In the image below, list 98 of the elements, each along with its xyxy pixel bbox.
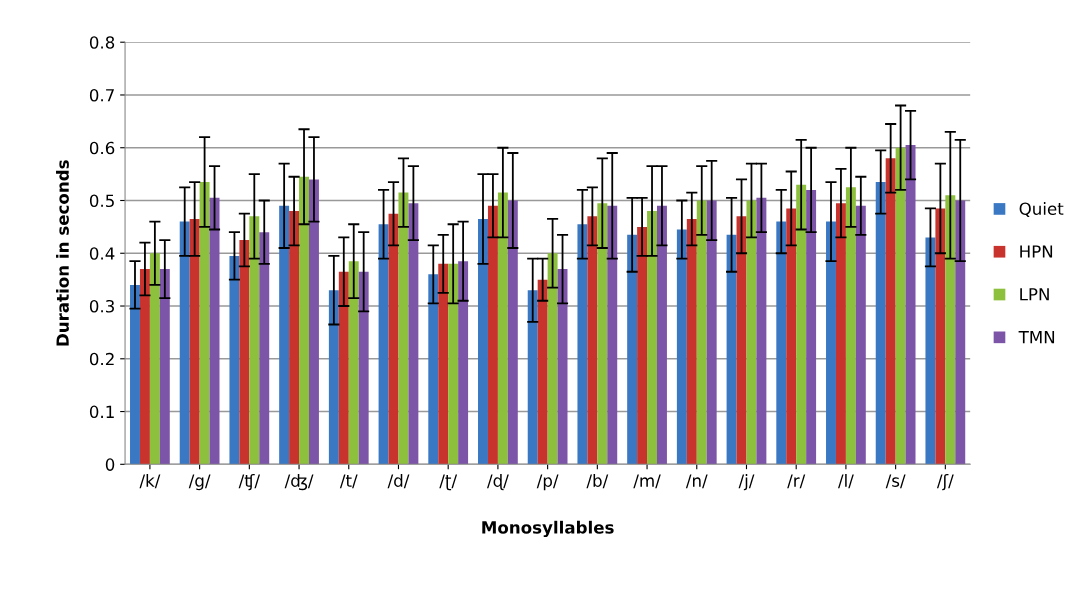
- x-tick-label: /n/: [685, 474, 708, 489]
- x-tick-label: /s/: [885, 474, 906, 489]
- bar: [249, 216, 260, 465]
- x-tick-label: /t/: [339, 474, 358, 489]
- bar: [448, 263, 459, 465]
- x-tick-label: /ʃ/: [936, 474, 954, 491]
- bar: [686, 218, 697, 465]
- bar: [657, 205, 667, 465]
- bar: [338, 271, 349, 465]
- bar: [209, 197, 220, 465]
- bar: [358, 271, 369, 465]
- bar: [289, 211, 300, 465]
- bar: [438, 263, 449, 465]
- legend-label: LPN: [1020, 288, 1049, 301]
- bar: [607, 205, 618, 465]
- bar: [945, 195, 956, 465]
- bar: [478, 218, 488, 465]
- bar: [845, 187, 856, 465]
- y-tick-label: 0.1: [89, 405, 114, 419]
- bar: [537, 279, 548, 465]
- bar: [149, 253, 160, 465]
- bar: [378, 224, 389, 465]
- x-tick-label: /r/: [787, 474, 806, 489]
- x-tick-label: /d/: [387, 474, 410, 489]
- bar: [786, 208, 797, 465]
- y-tick-label: 0.6: [89, 141, 115, 155]
- bar: [239, 240, 250, 465]
- bar: [796, 184, 807, 465]
- bar: [587, 216, 598, 465]
- x-tick-label: /ʤ/: [284, 474, 314, 491]
- bar: [706, 200, 717, 465]
- bar: [806, 189, 817, 465]
- bar: [835, 203, 846, 465]
- legend-label: Quiet: [1019, 202, 1064, 217]
- bar: [279, 205, 290, 465]
- bar: [348, 261, 359, 465]
- bar: [756, 197, 767, 465]
- y-axis-title: Duration in seconds: [56, 160, 69, 346]
- bar: [458, 261, 469, 465]
- bar: [577, 224, 588, 465]
- bar: [925, 237, 936, 465]
- bar: [527, 290, 538, 465]
- y-tick-label: 0.2: [89, 352, 114, 366]
- bar: [557, 269, 568, 465]
- bar: [497, 192, 508, 465]
- bar: [895, 147, 906, 465]
- bar: [696, 200, 707, 465]
- x-tick-label: /m/: [633, 474, 661, 489]
- y-tick-label: 0.8: [89, 36, 115, 49]
- bar: [428, 274, 439, 465]
- bar: [159, 269, 170, 465]
- bar: [179, 221, 190, 465]
- x-tick-label: /ʈ/: [439, 474, 458, 491]
- y-tick-label: 0.4: [89, 247, 115, 260]
- x-tick-label: /b/: [586, 474, 609, 489]
- bar: [955, 200, 966, 465]
- bar: [885, 158, 896, 465]
- bar: [627, 234, 638, 465]
- bar: [637, 226, 648, 465]
- bar: [507, 200, 518, 465]
- legend-label: HPN: [1020, 245, 1053, 258]
- bar: [826, 221, 836, 465]
- x-tick-label: /p/: [536, 474, 559, 491]
- bar: [299, 176, 309, 465]
- bar: [408, 203, 419, 465]
- bar: [647, 211, 657, 465]
- x-tick-label: /g/: [188, 474, 211, 491]
- x-tick-label: /ʧ/: [238, 474, 261, 491]
- bar: [398, 192, 409, 465]
- legend-label: TMN: [1018, 331, 1055, 344]
- bar: [487, 205, 498, 465]
- x-axis-title: Monosyllables: [482, 520, 614, 538]
- x-tick-label: /ɖ/: [487, 474, 509, 491]
- bar: [746, 200, 757, 465]
- bar: [139, 269, 150, 465]
- bar: [726, 234, 737, 465]
- bar: [855, 205, 866, 465]
- bar: [776, 221, 787, 465]
- x-tick-label: /j/: [738, 474, 755, 491]
- x-tick-label: /k/: [139, 474, 161, 489]
- x-tick-label: /l/: [837, 474, 854, 489]
- bar: [935, 208, 946, 465]
- bar: [189, 218, 200, 465]
- y-tick-label: 0.3: [89, 299, 114, 313]
- bar: [259, 232, 270, 465]
- bar: [905, 145, 916, 465]
- y-tick-label: 0.5: [89, 194, 114, 208]
- bar: [199, 182, 210, 465]
- bar: [130, 284, 140, 465]
- bar: [328, 290, 339, 465]
- bar: [676, 229, 687, 465]
- bar: [229, 255, 240, 465]
- bar: [597, 203, 608, 465]
- bar: [875, 182, 886, 465]
- y-tick-label: 0.7: [89, 88, 114, 102]
- bar: [547, 253, 558, 465]
- bar: [308, 179, 319, 465]
- y-tick-label: 0: [105, 458, 115, 471]
